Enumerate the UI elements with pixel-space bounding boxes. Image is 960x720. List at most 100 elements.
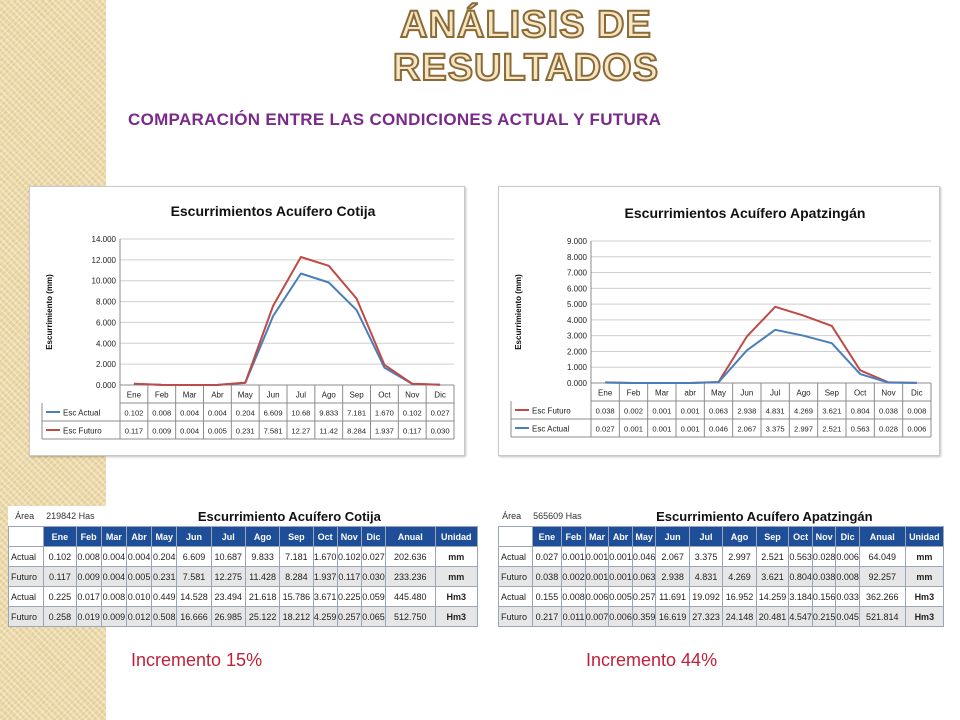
table-cell: 0.038	[531, 566, 563, 587]
y-tick-label: 4.000	[96, 339, 117, 348]
column-header: Nov	[336, 526, 362, 547]
data-table-value: 0.117	[403, 427, 421, 436]
table-cell: 0.156	[811, 586, 837, 607]
table-cell: Hm3	[904, 606, 945, 627]
page-title: ANÁLISIS DE RESULTADOS	[392, 3, 660, 90]
plot-area	[591, 241, 931, 383]
table-title-row: Área 219842 Has Escurrimiento Acuífero Cot…	[8, 506, 478, 527]
data-table-value: 0.102	[124, 409, 143, 418]
x-tick-label: Jun	[267, 391, 280, 400]
y-tick-label: 8.000	[96, 298, 117, 307]
data-table-value: 2.521	[822, 425, 841, 434]
table-cell: 0.011	[561, 606, 586, 627]
table-cell: 0.001	[561, 546, 586, 567]
data-table-value: 2.997	[794, 425, 813, 434]
data-table-value: 0.001	[681, 407, 700, 416]
y-tick-label: 2.000	[96, 360, 117, 369]
table-cell: 18.212	[279, 606, 314, 627]
x-tick-label: Feb	[155, 391, 169, 400]
table-cell: 0.008	[561, 586, 586, 607]
x-tick-label: Feb	[627, 389, 641, 398]
column-header: Feb	[561, 526, 586, 547]
table-cell: 12.275	[210, 566, 246, 587]
table-row: Futuro 0.217 0.011 0.007 0.006 0.359 16.619 27.…	[498, 606, 945, 627]
x-tick-label: Ago	[322, 391, 337, 400]
table-cell: 3.671	[312, 586, 338, 607]
table-cell: 0.005	[608, 586, 633, 607]
table-cell: 0.001	[608, 546, 633, 567]
chart-svg: Escurrimientos Acuífero Apatzingán Escurr…	[510, 205, 932, 438]
data-table-value: 11.42	[320, 427, 338, 436]
data-table-value: 0.002	[624, 407, 643, 416]
table-cell: 202.636	[385, 546, 436, 567]
increment-apatzingan-label: Incremento 44%	[586, 650, 718, 670]
table-cell: 0.065	[360, 606, 387, 627]
data-table-value: 0.102	[403, 409, 422, 418]
x-tick-label: Nov	[881, 389, 895, 398]
legend-entry: Esc Futuro	[532, 407, 571, 416]
y-tick-label: 6.000	[96, 318, 117, 327]
table-cell: 6.609	[176, 546, 212, 567]
table-cell: 0.008	[100, 586, 127, 607]
table-cell: 0.006	[608, 606, 633, 627]
x-tick-label: Sep	[825, 389, 840, 398]
table-cell: 7.181	[279, 546, 314, 567]
table-cell: 0.117	[336, 566, 362, 587]
area-value: 219842 Has	[46, 511, 95, 521]
table-cell: 0.001	[584, 546, 610, 567]
column-header: Ago	[244, 526, 281, 547]
table-cell: Hm3	[434, 586, 479, 607]
data-table-value: 0.001	[652, 425, 671, 434]
column-header: Dic	[360, 526, 387, 547]
chart-svg: Escurrimientos Acuífero Cotija Escurrimie…	[41, 203, 455, 440]
table-title-row: Área 565609 Has Escurrimiento Acuífero Apa…	[498, 506, 944, 527]
table-title: Escurrimiento Acuífero Apatzingán	[585, 506, 944, 527]
data-table-value: 0.028	[879, 425, 898, 434]
x-tick-label: Mar	[183, 391, 197, 400]
chart-title: Escurrimientos Acuífero Apatzingán	[625, 205, 866, 221]
table-cell: 0.001	[584, 566, 610, 587]
data-table-value: 2.938	[737, 407, 756, 416]
column-header: Feb	[75, 526, 102, 547]
column-header: Jun	[655, 526, 690, 547]
column-header: Mar	[584, 526, 610, 547]
column-header: Sep	[755, 526, 790, 547]
x-tick-label: Dic	[434, 391, 446, 400]
data-table-value: 0.231	[236, 427, 255, 436]
data-table-value: 1.670	[375, 409, 394, 418]
table-cell: 0.009	[75, 566, 102, 587]
data-table-value: 3.621	[822, 407, 841, 416]
x-tick-label: Oct	[854, 389, 867, 398]
table-cell: 0.063	[631, 566, 657, 587]
y-tick-label: 5.000	[567, 300, 588, 309]
x-tick-label: Ene	[127, 391, 142, 400]
table-row: Actual 0.102 0.008 0.004 0.004 0.204 6.609 10.6…	[7, 546, 479, 567]
data-table-value: 0.038	[879, 407, 898, 416]
column-header: Abr	[125, 526, 153, 547]
table-cell: 0.002	[561, 566, 586, 587]
table-cell: 21.618	[244, 586, 281, 607]
table-cell: 0.059	[360, 586, 387, 607]
table-cell: 362.266	[858, 586, 906, 607]
table-cell: 0.204	[151, 546, 178, 567]
table-cell: 9.833	[244, 546, 281, 567]
y-axis-label: Escurrimiento (mm)	[45, 274, 54, 350]
table-cell: 16.952	[722, 586, 757, 607]
row-label: Futuro	[498, 566, 533, 587]
data-table-value: 0.001	[624, 425, 643, 434]
table-cell: mm	[434, 546, 479, 567]
data-table-value: 4.269	[794, 407, 813, 416]
table-cell: 0.008	[835, 566, 860, 587]
data-table-value: 0.117	[125, 427, 143, 436]
table-cell: 19.092	[688, 586, 724, 607]
chart-apatzingan: Escurrimientos Acuífero Apatzingán Escurr…	[498, 186, 940, 456]
area-cell: Área 565609 Has	[498, 506, 586, 527]
column-header: Jul	[210, 526, 246, 547]
table-cell: 64.049	[858, 546, 906, 567]
row-label: Actual	[7, 586, 45, 607]
table-cell: 0.257	[631, 586, 657, 607]
table-cell: 7.581	[176, 566, 212, 587]
table-cell: 0.225	[43, 586, 77, 607]
column-header: Mar	[100, 526, 127, 547]
column-header: Nov	[811, 526, 837, 547]
